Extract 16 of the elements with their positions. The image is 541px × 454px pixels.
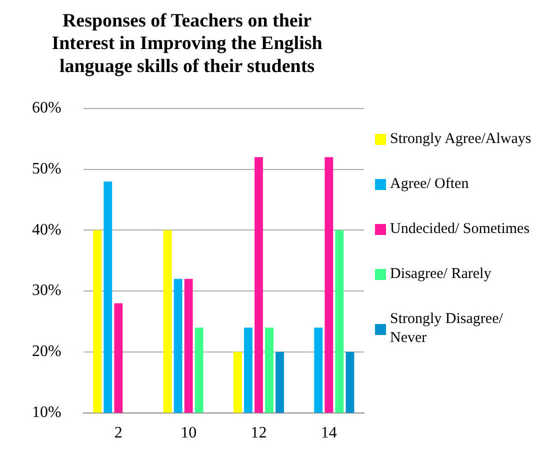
legend-label: Strongly Disagree/ Never	[390, 310, 504, 348]
legend-label: Agree/ Often	[390, 175, 469, 194]
y-tick-label: 60%	[32, 100, 62, 117]
x-tick-label: 14	[320, 424, 337, 442]
legend-label: Disagree/ Rarely	[390, 265, 492, 284]
legend-label: Undecided/ Sometimes	[390, 220, 530, 239]
y-tick-label: 30%	[32, 282, 62, 300]
y-tick-label: 10%	[32, 404, 62, 422]
chart-title: Responses of Teachers on their Interest in Improving the English language skills of their students	[52, 10, 323, 77]
x-tick-label: 12	[250, 424, 267, 442]
x-tick-label: 2	[114, 424, 122, 442]
y-tick-label: 20%	[32, 343, 62, 360]
y-tick-label: 50%	[32, 160, 62, 178]
legend-label: Strongly Agree/Always	[390, 130, 532, 149]
y-tick-label: 40%	[32, 221, 62, 238]
x-tick-label: 10	[180, 424, 197, 442]
